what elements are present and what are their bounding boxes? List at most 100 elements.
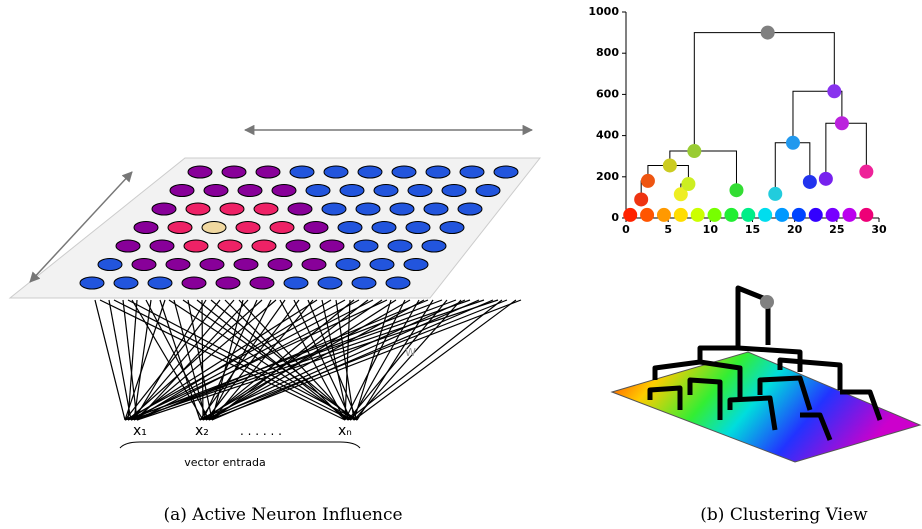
input-label: x₁	[133, 423, 147, 439]
leaf-node	[758, 208, 772, 222]
neuron	[386, 277, 410, 289]
cluster-node	[835, 116, 849, 130]
caption: (b) Clustering View	[700, 505, 868, 525]
neuron	[424, 203, 448, 215]
neuron	[392, 166, 416, 178]
leaf-node	[809, 208, 823, 222]
link	[775, 143, 793, 194]
root-node	[760, 295, 774, 309]
neuron	[148, 277, 172, 289]
neuron	[150, 240, 174, 252]
neuron	[460, 166, 484, 178]
neuron	[318, 277, 342, 289]
link	[768, 33, 835, 92]
x-tick-label: 15	[745, 223, 760, 236]
dendrogram: 02004006008001000051015202530	[588, 5, 887, 236]
x-tick-label: 30	[871, 223, 887, 236]
neuron	[134, 222, 158, 234]
neuron	[284, 277, 308, 289]
neuron	[494, 166, 518, 178]
neuron	[182, 277, 206, 289]
weight-label: W	[405, 346, 416, 359]
neuron	[290, 166, 314, 178]
neuron	[354, 240, 378, 252]
neuron	[358, 166, 382, 178]
neuron	[238, 185, 262, 197]
leaf-node	[640, 208, 654, 222]
leaf-node	[775, 208, 789, 222]
neuron	[256, 166, 280, 178]
x-tick-label: 10	[703, 223, 719, 236]
neuron	[408, 185, 432, 197]
leaf-node	[657, 208, 671, 222]
x-tick-label: 25	[829, 223, 844, 236]
neuron	[306, 185, 330, 197]
y-tick-label: 400	[596, 129, 619, 142]
neuron	[152, 203, 176, 215]
leaf-node	[826, 208, 840, 222]
neuron	[218, 240, 242, 252]
neuron	[372, 222, 396, 234]
neuron	[352, 277, 376, 289]
cluster-node	[768, 187, 782, 201]
link	[826, 123, 842, 179]
leaf-node	[623, 208, 637, 222]
neuron	[390, 203, 414, 215]
cluster-node	[663, 158, 677, 172]
neuron	[204, 185, 228, 197]
connection	[123, 300, 137, 420]
neuron	[302, 259, 326, 271]
cluster-node	[634, 192, 648, 206]
neuron	[370, 259, 394, 271]
leaf-node	[674, 208, 688, 222]
neuron	[188, 166, 212, 178]
neuron	[374, 185, 398, 197]
cluster-node	[827, 84, 841, 98]
input-bracket	[120, 442, 360, 448]
neuron	[340, 185, 364, 197]
input-label: xₙ	[338, 423, 352, 439]
link	[842, 123, 866, 171]
neuron	[166, 259, 190, 271]
weight-connections	[95, 300, 521, 420]
neuron	[98, 259, 122, 271]
neuron	[168, 222, 192, 234]
neuron	[442, 185, 466, 197]
leaf-node	[842, 208, 856, 222]
x-tick-label: 20	[787, 223, 803, 236]
neuron	[200, 259, 224, 271]
neuron	[458, 203, 482, 215]
neuron	[132, 259, 156, 271]
neuron	[252, 240, 276, 252]
x-tick-label: 5	[664, 223, 672, 236]
neuron	[254, 203, 278, 215]
neuron	[336, 259, 360, 271]
leaf-node	[724, 208, 738, 222]
neuron	[406, 222, 430, 234]
figure: W x₁ x₂ . . . . . . xₙ vector entrada (a…	[0, 0, 922, 529]
neuron	[288, 203, 312, 215]
cluster-node	[803, 175, 817, 189]
neuron	[476, 185, 500, 197]
neuron	[440, 222, 464, 234]
nodes	[623, 26, 873, 222]
neuron	[236, 222, 260, 234]
neuron	[426, 166, 450, 178]
connection	[128, 300, 137, 420]
neuron	[234, 259, 258, 271]
cluster-node	[687, 144, 701, 158]
input-label: . . . . . .	[240, 424, 282, 438]
neuron	[272, 185, 296, 197]
leaf-node	[859, 208, 873, 222]
input-label: x₂	[195, 423, 209, 439]
cluster-node	[641, 174, 655, 188]
neuron	[114, 277, 138, 289]
neuron	[322, 203, 346, 215]
leaf-node	[691, 208, 705, 222]
3d-dendrogram: (b) Clustering View	[612, 288, 920, 525]
links	[641, 33, 866, 200]
connection	[202, 300, 203, 420]
neuron	[286, 240, 310, 252]
cluster-node	[761, 26, 775, 40]
cluster-node	[819, 172, 833, 186]
